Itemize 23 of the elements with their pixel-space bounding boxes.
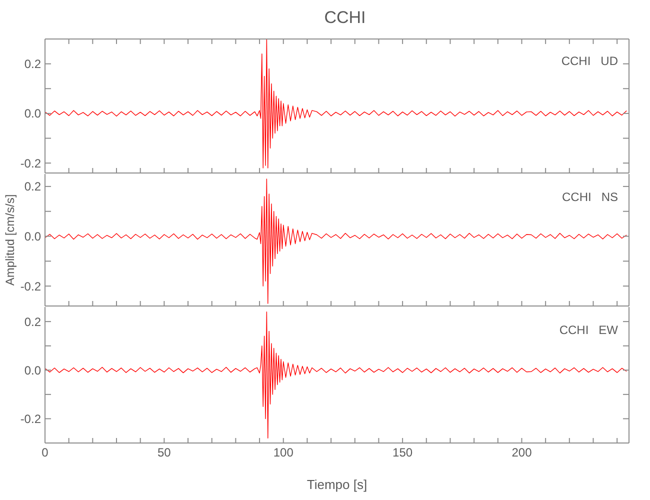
y-tick-label: -0.2 xyxy=(20,412,42,426)
y-tick-label: -0.2 xyxy=(20,279,42,294)
line-series xyxy=(45,178,627,304)
x-tick-label: 200 xyxy=(512,446,532,460)
y-tick-label: 0.0 xyxy=(24,363,42,378)
line-series xyxy=(45,312,627,438)
annotation: CCHI NS xyxy=(562,190,618,204)
y-axis-title: Amplitud [cm/s/s] xyxy=(3,194,17,286)
x-axis-title: Tiempo [s] xyxy=(306,477,368,492)
y-tick-label: 0.2 xyxy=(24,57,42,72)
y-tick-label: -0.2 xyxy=(20,156,42,170)
chart-title: CCHI xyxy=(323,7,367,29)
y-tick-label: 0.0 xyxy=(24,106,42,121)
x-tick-label: 50 xyxy=(158,446,172,460)
y-tick-label: 0.0 xyxy=(24,230,42,244)
annotation: CCHI UD xyxy=(561,54,618,68)
x-tick-label: 0 xyxy=(42,446,49,460)
annotation: CCHI EW xyxy=(559,323,618,337)
x-tick-label: 100 xyxy=(273,446,294,460)
y-tick-label: 0.2 xyxy=(24,180,42,194)
line-series xyxy=(45,39,627,168)
y-tick-label: 0.2 xyxy=(24,314,42,329)
x-tick-label: 150 xyxy=(392,446,413,460)
